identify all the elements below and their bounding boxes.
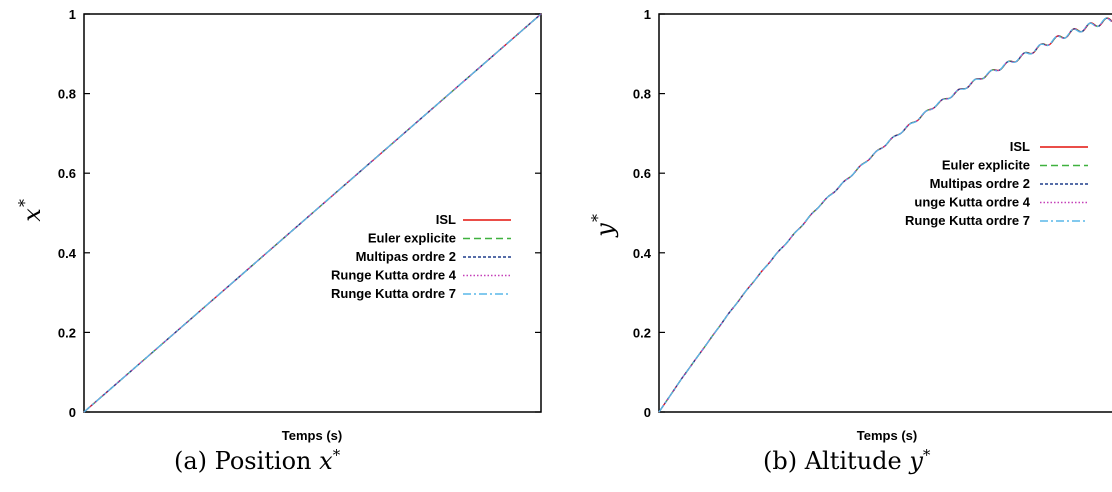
legend-label: unge Kutta ordre 4 [914,195,1030,210]
legend-label: Runge Kutta ordre 4 [331,268,457,283]
panel-a-legend: ISL Euler explicite Multipas ordre 2 Runge … [331,212,511,301]
panel-a-y-axis-label: x * [15,199,46,222]
series-line-5 [83,13,542,413]
legend-label: Multipas ordre 2 [930,176,1030,191]
series-line-5 [658,17,1112,413]
y-tick-label: 1 [644,7,651,22]
y-tick-label: 0.6 [633,166,651,181]
y-tick-label: 0.8 [58,87,76,102]
y-tick-label: 0 [644,405,651,420]
legend-label: Runge Kutta ordre 7 [331,286,456,301]
legend-label: ISL [436,212,456,227]
y-tick-label: 0.4 [633,246,652,261]
panel-b-x-axis-label: Temps (s) [857,428,917,443]
y-tick-label: 0.4 [58,246,77,261]
y-tick-label: 0.2 [58,325,76,340]
legend-label: Euler explicite [942,158,1030,173]
y-tick-label: 0 [69,405,76,420]
y-tick-label: 0.8 [633,87,651,102]
panel-a-x-axis-label: Temps (s) [282,428,342,443]
panel-a-y-axis-label-star: * [15,199,34,207]
series-line-4 [83,13,542,413]
y-tick-label: 0.2 [633,325,651,340]
panel-b-legend: ISL Euler explicite Multipas ordre 2 unge K… [905,139,1088,228]
panel-b-plot-frame [658,13,1112,413]
panel-a-caption: (a) Position x* [174,446,341,475]
series-line-3 [658,17,1112,413]
panel-b-altitude: 0 0.2 0.4 0.6 0.8 1 ISL Euler explicite Multipa… [588,7,1112,443]
panel-b-caption: (b) Altitude y* [763,446,931,475]
series-line-2 [658,17,1112,413]
legend-label: Runge Kutta ordre 7 [905,213,1030,228]
series-line-4 [658,17,1112,413]
y-tick-label: 0.6 [58,166,76,181]
panel-b-y-ticks: 0 0.2 0.4 0.6 0.8 1 [633,7,665,420]
panel-a-y-axis-label-var: x [18,208,46,222]
panel-a-caption-var: x [319,447,333,475]
panel-a-plot-frame [83,13,542,413]
panel-b-y-axis-label: y * [588,214,619,238]
panel-a-position: 0 0.2 0.4 0.6 0.8 1 ISL Euler explicite Multipa… [15,7,542,443]
panel-a-y-ticks: 0 0.2 0.4 0.6 0.8 1 [58,7,541,420]
legend-label: Multipas ordre 2 [356,249,456,264]
series-line-1 [658,17,1112,413]
legend-label: ISL [1010,139,1030,154]
panel-a-caption-text: (a) Position [174,447,312,475]
legend-label: Euler explicite [368,231,456,246]
panel-b-caption-var: y [909,447,923,475]
panel-a-series [83,13,542,413]
panel-b-caption-text: (b) Altitude [763,447,902,475]
y-tick-label: 1 [69,7,76,22]
panel-b-y-axis-label-var: y [591,223,619,238]
panel-b-y-axis-label-star: * [588,214,607,222]
panel-b-series [658,17,1112,413]
